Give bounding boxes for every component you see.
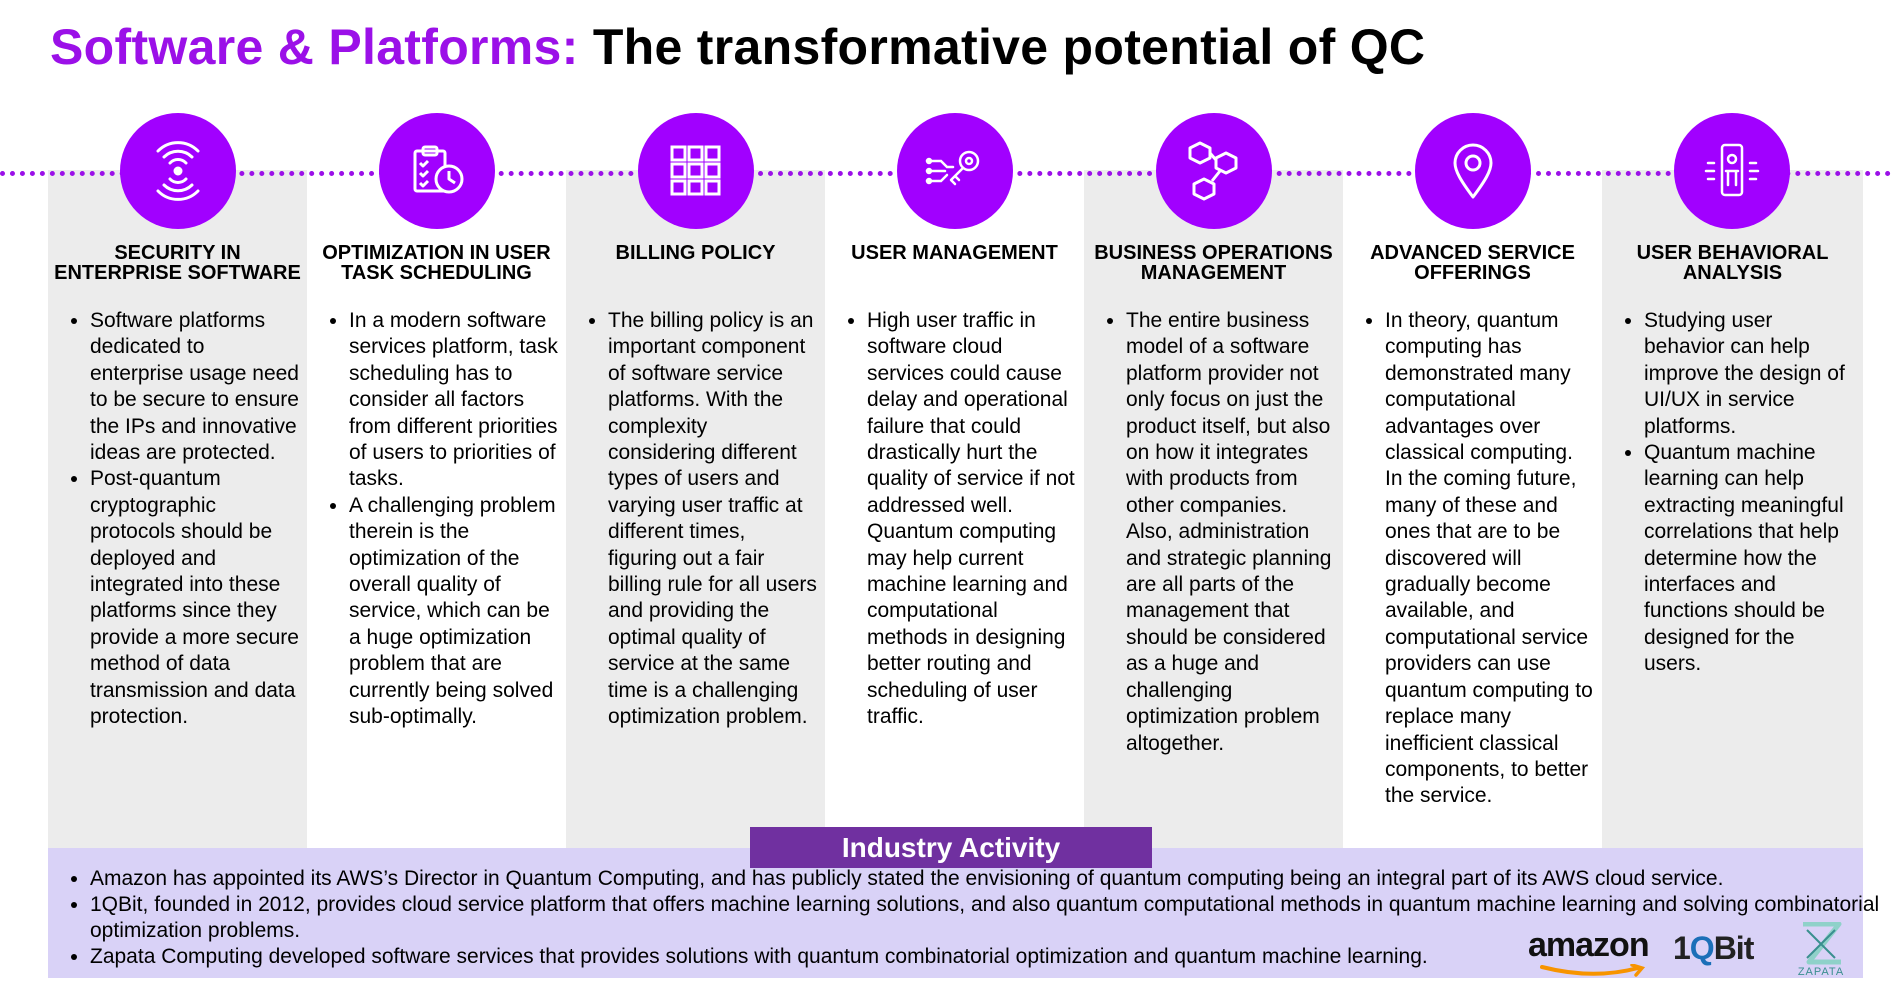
column-bullets: High user traffic in software cloud serv… [839, 308, 1076, 731]
1qbit-logo: 1QBit [1673, 930, 1755, 967]
title-rest: The transformative potential of QC [592, 19, 1426, 75]
column-bullets: In a modern software services platform, … [321, 308, 558, 731]
column-user-behavior: USER BEHAVIORAL ANALYSIS Studying user b… [1602, 170, 1863, 848]
list-item: The billing policy is an important compo… [608, 308, 817, 731]
list-item: High user traffic in software cloud serv… [867, 308, 1076, 731]
amazon-logo: amazon [1528, 926, 1650, 977]
list-item: 1QBit, founded in 2012, provides cloud s… [90, 892, 1880, 944]
list-item: A challenging problem therein is the opt… [349, 493, 558, 731]
column-heading: OPTIMIZATION IN USER TASK SCHEDULING [322, 242, 551, 284]
column-heading: USER BEHAVIORAL ANALYSIS [1636, 242, 1829, 284]
zapata-logo-text: ZAPATA [1797, 966, 1845, 978]
amazon-logo-text: amazon [1528, 926, 1650, 964]
industry-activity-list: Amazon has appointed its AWS’s Director … [62, 866, 1880, 970]
column-heading: SECURITY IN ENTERPRISE SOFTWARE [54, 242, 301, 284]
list-item: Zapata Computing developed software serv… [90, 944, 1510, 970]
page-title: Software & Platforms: The transformative… [50, 18, 1425, 76]
title-accent: Software & Platforms: [50, 19, 579, 75]
grid-icon [638, 113, 754, 229]
list-item: The entire business model of a software … [1126, 308, 1335, 757]
column-bullets: The billing policy is an important compo… [580, 308, 817, 731]
column-heading: BUSINESS OPERATIONS MANAGEMENT [1094, 242, 1333, 284]
column-bullets: Studying user behavior can help improve … [1616, 308, 1855, 678]
zapata-mark-icon [1803, 921, 1842, 965]
column-optimization: OPTIMIZATION IN USER TASK SCHEDULING In … [307, 170, 566, 848]
columns-area: SECURITY IN ENTERPRISE SOFTWARE Software… [48, 170, 1863, 848]
list-item: Quantum machine learning can help extrac… [1644, 440, 1855, 678]
column-heading: USER MANAGEMENT [851, 242, 1058, 264]
list-item: Studying user behavior can help improve … [1644, 308, 1855, 440]
column-business-ops: BUSINESS OPERATIONS MANAGEMENT The entir… [1084, 170, 1343, 848]
1qbit-logo-q: Q [1689, 930, 1715, 966]
circuit-key-icon [897, 113, 1013, 229]
column-billing: BILLING POLICY The billing policy is an … [566, 170, 825, 848]
column-bullets: The entire business model of a software … [1098, 308, 1335, 757]
list-item: Post-quantum cryptographic protocols sho… [90, 466, 299, 730]
industry-activity-label: Industry Activity [750, 827, 1152, 868]
list-item: In a modern software services platform, … [349, 308, 558, 493]
hexagon-network-icon [1156, 113, 1272, 229]
list-item: Software platforms dedicated to enterpri… [90, 308, 299, 466]
amazon-smile-icon [1540, 964, 1646, 977]
column-security: SECURITY IN ENTERPRISE SOFTWARE Software… [48, 170, 307, 848]
list-item: Amazon has appointed its AWS’s Director … [90, 866, 1880, 892]
location-pin-icon [1415, 113, 1531, 229]
1qbit-logo-bit: Bit [1713, 930, 1755, 966]
column-user-management: USER MANAGEMENT High user traffic in sof… [825, 170, 1084, 848]
column-heading: ADVANCED SERVICE OFFERINGS [1370, 242, 1575, 284]
industry-activity-box [48, 848, 1863, 978]
zapata-logo: ZAPATA [1795, 921, 1847, 978]
clipboard-clock-icon [379, 113, 495, 229]
signal-waves-icon [120, 113, 236, 229]
list-item: In theory, quantum computing has demonst… [1385, 308, 1594, 810]
column-advanced-service: ADVANCED SERVICE OFFERINGS In theory, qu… [1343, 170, 1602, 848]
1qbit-logo-1: 1 [1673, 930, 1691, 966]
column-bullets: In theory, quantum computing has demonst… [1357, 308, 1594, 810]
column-bullets: Software platforms dedicated to enterpri… [62, 308, 299, 731]
person-scan-icon [1674, 113, 1790, 229]
column-heading: BILLING POLICY [615, 242, 776, 264]
